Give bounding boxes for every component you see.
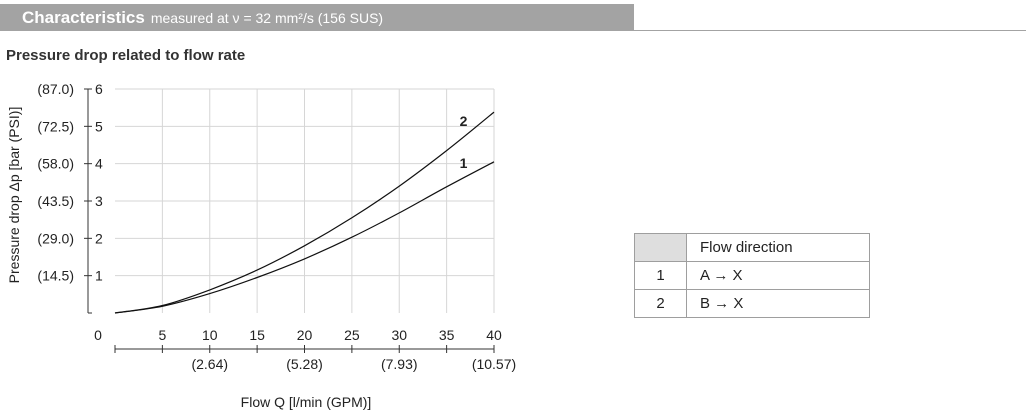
- pressure-drop-chart: 1 2 3 4 5 6 (14.5) (29.0) (43.5) (58.0) (72.5) (87.…: [6, 81, 516, 410]
- series-label-2: 2: [460, 113, 468, 129]
- header-bar: Characteristics measured at ν = 32 mm²/s…: [0, 4, 634, 31]
- flow-direction-table: Flow direction 1 A → X 2 B → X: [634, 233, 870, 318]
- header-rule: [634, 30, 1026, 31]
- x-tick-label: 0: [94, 327, 102, 343]
- table-row: 1 A → X: [634, 261, 870, 290]
- y-secondary-tick-label: (87.0): [37, 81, 74, 97]
- y-tick-label: 4: [95, 156, 103, 172]
- section-title: Pressure drop related to flow rate: [6, 47, 246, 64]
- y-tick-label: 6: [95, 81, 103, 97]
- table-header-label: Flow direction: [686, 233, 870, 262]
- series-line-1: [114, 161, 495, 314]
- table-cell-id: 1: [634, 261, 687, 290]
- table-header-blank: [634, 233, 687, 262]
- x-tick-label: 10: [202, 327, 218, 343]
- header-title: Characteristics: [22, 7, 145, 27]
- y-tick-label: 5: [95, 118, 103, 134]
- y-tick-label: 1: [95, 268, 103, 284]
- series-line-2: [114, 111, 495, 314]
- y-secondary-tick-label: (29.0): [37, 230, 74, 246]
- y-secondary-tick-label: (14.5): [37, 268, 74, 284]
- x-tick-label: 30: [391, 327, 407, 343]
- x-tick-label: 20: [297, 327, 313, 343]
- x-axis-title: Flow Q [l/min (GPM)]: [241, 394, 372, 410]
- y-secondary-tick-label: (58.0): [37, 156, 74, 172]
- x-tick-label: 40: [486, 327, 502, 343]
- x-secondary-tick-label: (2.64): [191, 356, 228, 372]
- y-tick-label: 2: [95, 230, 103, 246]
- y-secondary-tick-label: (43.5): [37, 193, 74, 209]
- x-secondary-tick-label: (7.93): [381, 356, 418, 372]
- x-secondary-tick-label: (10.57): [472, 356, 516, 372]
- table-row: 2 B → X: [634, 289, 870, 318]
- table-cell-id: 2: [634, 289, 687, 318]
- table-cell-direction: A → X: [686, 261, 870, 290]
- table-header-row: Flow direction: [634, 233, 870, 262]
- y-axis-title: Pressure drop Δp [bar (PSI)]: [6, 107, 22, 284]
- x-tick-label: 35: [439, 327, 455, 343]
- x-tick-label: 15: [249, 327, 265, 343]
- x-secondary-tick-label: (5.28): [286, 356, 323, 372]
- y-secondary-tick-label: (72.5): [37, 118, 74, 134]
- series-label-1: 1: [460, 155, 468, 171]
- header-subtitle: measured at ν = 32 mm²/s (156 SUS): [150, 9, 384, 26]
- table-cell-direction: B → X: [686, 289, 870, 318]
- x-tick-label: 5: [158, 327, 166, 343]
- y-tick-label: 3: [95, 193, 103, 209]
- x-tick-label: 25: [344, 327, 360, 343]
